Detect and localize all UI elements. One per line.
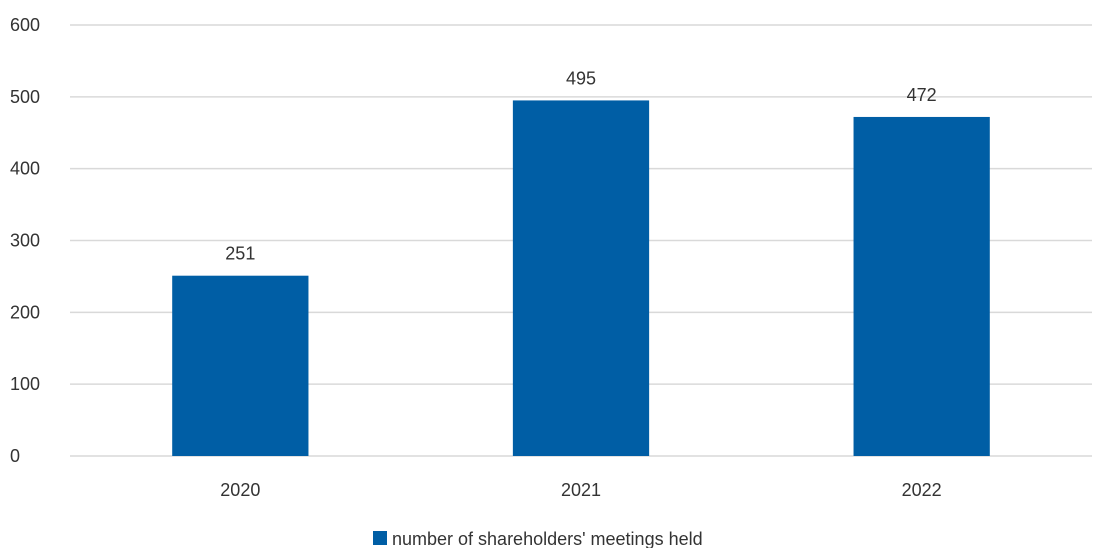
legend-label: number of shareholders' meetings held (392, 529, 703, 548)
y-axis-tick-labels: 0 100 200 300 400 500 600 (10, 15, 40, 466)
x-tick-label-2020: 2020 (220, 480, 260, 500)
bar-2022 (853, 116, 990, 457)
legend-swatch (373, 531, 387, 545)
y-tick-label: 400 (10, 159, 40, 179)
y-tick-label: 200 (10, 302, 40, 322)
y-tick-label: 300 (10, 231, 40, 251)
legend: number of shareholders' meetings held (373, 529, 703, 548)
data-label-2020: 251 (225, 244, 255, 264)
bar-2021 (512, 100, 650, 457)
data-labels: 251 495 472 (225, 68, 936, 263)
x-tick-label-2022: 2022 (902, 480, 942, 500)
x-tick-label-2021: 2021 (561, 480, 601, 500)
y-tick-label: 100 (10, 374, 40, 394)
bars (172, 100, 990, 457)
bar-2020 (172, 275, 309, 456)
y-tick-label: 0 (10, 446, 20, 466)
x-axis-tick-labels: 2020 2021 2022 (220, 480, 941, 500)
data-label-2022: 472 (907, 85, 937, 105)
y-tick-label: 500 (10, 87, 40, 107)
data-label-2021: 495 (566, 68, 596, 88)
y-tick-label: 600 (10, 15, 40, 35)
